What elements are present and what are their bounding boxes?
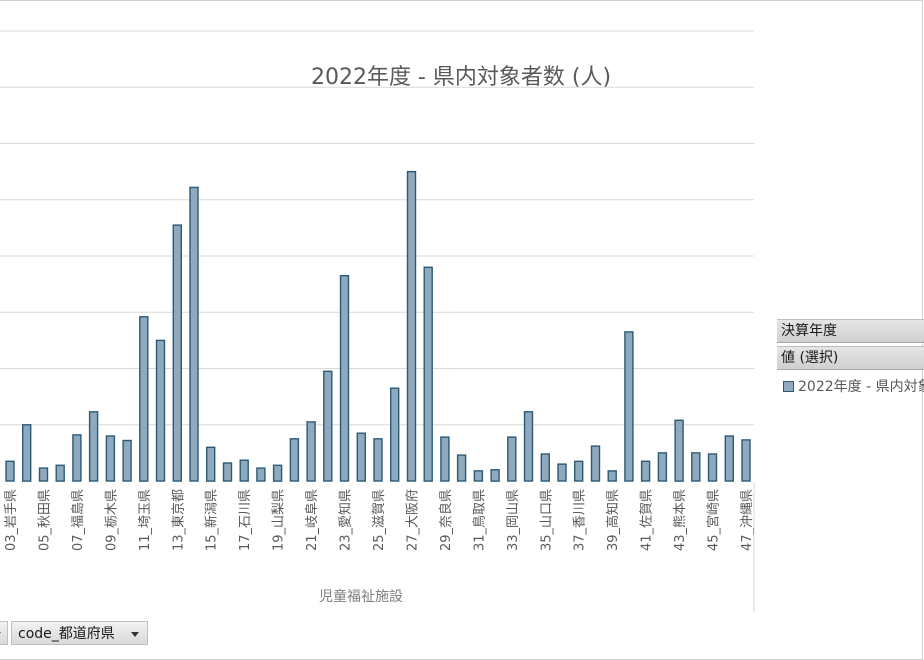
bar-33_岡山県[interactable]	[507, 436, 517, 482]
chevron-down-icon	[131, 632, 139, 637]
x-tick-label: 07_福島県	[71, 489, 86, 551]
field-button-label: code_都道府県	[18, 626, 115, 642]
bar-32_島根県[interactable]	[490, 469, 500, 482]
bar-27_大阪府[interactable]	[406, 170, 417, 482]
x-tick-label: 17_石川県	[238, 489, 253, 551]
prev-field-dropdown[interactable]	[0, 621, 8, 645]
bar-16_富山県[interactable]	[222, 462, 233, 482]
legend-entry[interactable]: 2022年度 - 県内対象者数 (人)	[777, 377, 924, 397]
bar-12_千葉県[interactable]	[155, 339, 166, 482]
bar-11_埼玉県[interactable]	[139, 316, 149, 482]
bar-13_東京都[interactable]	[172, 224, 183, 482]
x-tick-label: 09_栃木県	[104, 489, 119, 551]
bar-38_愛媛県[interactable]	[590, 445, 601, 482]
bar-42_長崎県[interactable]	[657, 452, 668, 482]
bar-43_熊本県[interactable]	[674, 419, 684, 482]
bar-40_福岡県[interactable]	[624, 331, 634, 482]
bar-37_香川県[interactable]	[574, 460, 584, 482]
x-tick-label: 11_埼玉県	[138, 489, 153, 551]
gridlines	[0, 30, 754, 426]
x-tick-label: 41_佐賀県	[640, 489, 655, 551]
bar-09_栃木県[interactable]	[105, 435, 116, 482]
field-button-prefecture-code[interactable]: code_都道府県	[11, 621, 148, 645]
bar-08_茨城県[interactable]	[88, 411, 99, 482]
x-tick-label: 31_鳥取県	[472, 489, 487, 551]
legend-values-header: 値 (選択)	[777, 346, 924, 370]
x-tick-label: 39_高知県	[605, 489, 621, 551]
x-tick-label: 25_滋賀県	[372, 489, 387, 551]
bar-35_山口県[interactable]	[540, 453, 550, 482]
x-tick-label: 15_新潟県	[204, 489, 220, 551]
chart-title: 2022年度 - 県内対象者数 (人)	[311, 65, 611, 90]
legend-entry-label: 2022年度 - 県内対象者数 (人)	[798, 379, 924, 395]
bar-47_沖縄県[interactable]	[741, 439, 751, 482]
bar-25_滋賀県[interactable]	[373, 438, 383, 482]
bar-23_愛知県[interactable]	[339, 275, 350, 482]
x-tick-label: 47_沖縄県	[740, 489, 755, 551]
x-tick-label: 33_岡山県	[506, 489, 521, 551]
bar-39_高知県[interactable]	[607, 470, 617, 482]
bar-45_宮崎県[interactable]	[707, 453, 718, 482]
bar-41_佐賀県[interactable]	[640, 460, 651, 482]
bar-44_大分県[interactable]	[691, 452, 701, 482]
bar-28_兵庫県[interactable]	[423, 266, 433, 482]
bar-10_群馬県[interactable]	[122, 439, 132, 482]
bar-14_神奈川県[interactable]	[189, 186, 199, 482]
bar-06_山形県[interactable]	[55, 464, 65, 482]
bar-26_京都府[interactable]	[390, 387, 400, 482]
bar-04_宮城県[interactable]	[22, 424, 32, 482]
bar-31_鳥取県[interactable]	[473, 470, 484, 482]
x-tick-label: 45_宮崎県	[706, 489, 722, 551]
bar-07_福島県[interactable]	[72, 434, 82, 482]
x-tick-label: 35_山口県	[539, 489, 554, 551]
x-tick-label: 27_大阪府	[406, 489, 421, 551]
x-tick-label: 13_東京都	[170, 489, 186, 551]
x-tick-label: 43_熊本県	[672, 489, 688, 551]
x-tick-label: 21_岐阜県	[304, 489, 320, 551]
x-tick-labels: 03_岩手県 05_秋田県 07_福島県 09_栃木県 11_埼玉県 13_東京都 15_新…	[4, 489, 755, 551]
bar-46_鹿児島県[interactable]	[724, 435, 734, 482]
bar-series	[5, 170, 751, 482]
x-tick-label: 19_山梨県	[272, 489, 287, 551]
bar-20_長野県[interactable]	[289, 438, 300, 482]
legend-swatch	[783, 381, 794, 392]
x-tick-label: 37_香川県	[573, 489, 588, 551]
bar-36_徳島県[interactable]	[557, 463, 567, 482]
bar-21_岐阜県[interactable]	[306, 421, 316, 482]
bar-24_三重県[interactable]	[356, 432, 366, 482]
bar-30_和歌山県[interactable]	[456, 454, 467, 482]
bar-34_広島県[interactable]	[523, 411, 534, 482]
bar-17_石川県[interactable]	[239, 459, 249, 482]
bar-29_奈良県[interactable]	[440, 436, 450, 482]
bar-18_福井県[interactable]	[256, 467, 266, 482]
x-tick-label: 03_岩手県	[4, 489, 19, 551]
bar-03_岩手県[interactable]	[5, 460, 15, 482]
bar-15_新潟県[interactable]	[205, 446, 216, 482]
bar-19_山梨県[interactable]	[272, 464, 283, 482]
chevron-down-icon	[0, 631, 1, 637]
bar-22_静岡県[interactable]	[323, 370, 333, 482]
legend: 決算年度 値 (選択) 2022年度 - 県内対象者数 (人)	[777, 319, 924, 397]
x-tick-label: 05_秋田県	[38, 489, 53, 551]
x-tick-label: 29_奈良県	[438, 489, 454, 551]
x-axis-title: 児童福祉施設	[319, 588, 403, 605]
bar-05_秋田県[interactable]	[38, 467, 49, 482]
legend-field-button[interactable]: 決算年度	[777, 319, 924, 343]
x-tick-label: 23_愛知県	[338, 489, 354, 551]
